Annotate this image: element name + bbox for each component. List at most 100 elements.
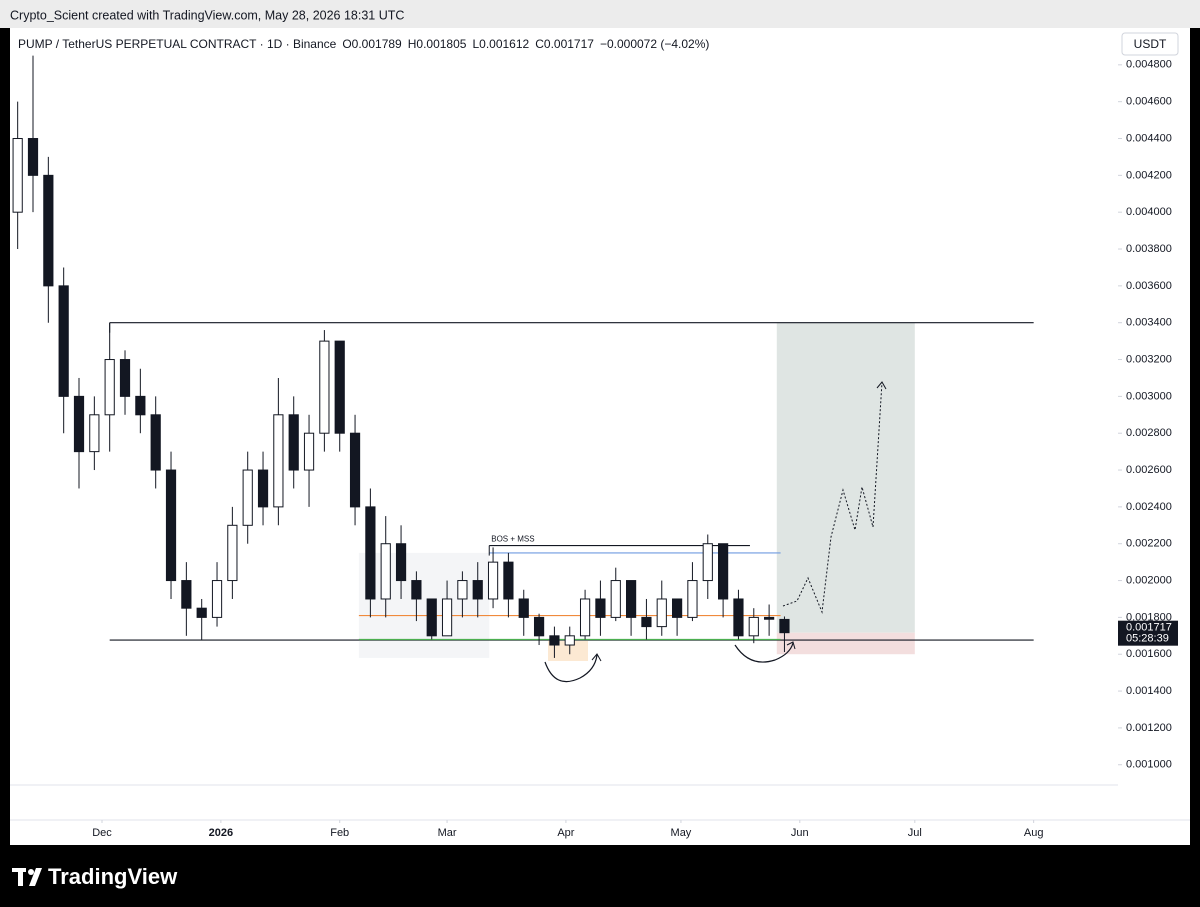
chart-panel <box>10 28 1190 845</box>
candle-body <box>303 432 315 471</box>
candle-body <box>733 598 744 637</box>
candle-body <box>641 616 652 628</box>
y-tick-label: 0.004000 <box>1126 206 1172 218</box>
attribution: Crypto_Scient created with TradingView.c… <box>10 8 404 22</box>
y-tick-label: 0.003600 <box>1126 280 1172 292</box>
currency-box[interactable] <box>1121 32 1179 56</box>
candle-body <box>625 580 637 618</box>
y-tick-label: 0.001600 <box>1126 648 1172 660</box>
volume-profile-shade <box>358 552 490 658</box>
annotation: BOS + MSS <box>491 535 534 544</box>
x-tick-label: Feb <box>330 827 349 839</box>
target-zone <box>776 322 915 633</box>
y-tick-label: 0.004800 <box>1126 59 1172 71</box>
candle-body <box>487 561 499 600</box>
candle-body <box>334 340 345 434</box>
candle-body <box>503 561 514 600</box>
candle-body <box>365 506 376 600</box>
countdown: 05:28:39 <box>1126 633 1169 645</box>
candle-body <box>73 395 85 453</box>
y-tick-label: 0.002200 <box>1126 538 1172 550</box>
y-tick-label: 0.001800 <box>1126 611 1172 623</box>
top-bar <box>0 0 1200 28</box>
brand-logo <box>12 868 42 886</box>
candle-body <box>533 616 545 637</box>
y-tick-label: 0.004200 <box>1126 169 1172 181</box>
projection-arrowhead <box>876 381 887 390</box>
candle-body <box>579 598 591 637</box>
candle-body <box>718 543 729 600</box>
candle-body <box>748 616 759 637</box>
x-tick-label: Jul <box>908 827 922 839</box>
candle-body <box>119 359 131 397</box>
y-tick-label: 0.003000 <box>1126 390 1172 402</box>
candle-body <box>273 414 284 508</box>
candle-body <box>472 580 483 600</box>
candle-body <box>564 635 575 646</box>
y-tick-label: 0.001000 <box>1126 759 1172 771</box>
c-label: C <box>535 37 544 51</box>
candle-body <box>257 469 269 508</box>
candle-body <box>395 543 407 582</box>
candle-body <box>319 340 330 434</box>
y-tick-label: 0.004400 <box>1126 132 1172 144</box>
candle-body <box>242 469 253 526</box>
candle-body <box>779 618 790 634</box>
y-tick-label: 0.004600 <box>1126 96 1172 108</box>
y-tick-label: 0.003200 <box>1126 353 1172 365</box>
arrowhead <box>591 653 602 662</box>
footer <box>0 845 1200 907</box>
candle-body <box>595 598 606 618</box>
l-label: L <box>472 37 479 51</box>
candle-body <box>89 414 100 453</box>
candle-body <box>58 285 69 397</box>
x-tick-label: May <box>671 827 692 839</box>
y-tick-label: 0.002000 <box>1126 574 1172 586</box>
candle-body <box>27 138 39 176</box>
candle-body <box>227 524 238 582</box>
candle-body <box>181 580 192 609</box>
candle-body <box>12 138 23 213</box>
y-tick-label: 0.002400 <box>1126 501 1172 513</box>
candle-body <box>380 543 391 600</box>
y-tick-label: 0.001200 <box>1126 722 1172 734</box>
last-price-box <box>1118 620 1178 646</box>
x-tick-label: Dec <box>92 827 112 839</box>
y-tick-label: 0.002800 <box>1126 427 1172 439</box>
candle-body <box>549 635 560 646</box>
y-tick-label: 0.003800 <box>1126 243 1172 255</box>
candle-body <box>457 580 468 600</box>
candle-body <box>518 598 529 618</box>
h-value: 0.001805 <box>416 37 466 51</box>
h-label: H <box>408 37 417 51</box>
c-value: 0.001717 <box>544 37 594 51</box>
candle-body <box>441 598 453 637</box>
candle-body <box>135 395 146 416</box>
candle-body <box>411 580 422 600</box>
o-value: 0.001789 <box>352 37 402 51</box>
highlight-zone <box>548 641 588 661</box>
x-tick-label: 2026 <box>209 827 233 839</box>
x-tick-label: Aug <box>1024 827 1044 839</box>
candle-body <box>764 616 775 620</box>
x-tick-label: Mar <box>438 827 457 839</box>
candle-body <box>150 414 161 471</box>
candle-body <box>349 432 361 508</box>
x-tick-label: Jun <box>791 827 809 839</box>
brand: TradingView <box>48 864 178 889</box>
candle-body <box>687 580 698 618</box>
projection-path <box>782 381 883 614</box>
currency[interactable]: USDT <box>1134 37 1167 51</box>
candle-body <box>104 359 115 416</box>
y-tick-label: 0.001400 <box>1126 685 1172 697</box>
x-tick-label: Apr <box>557 827 574 839</box>
curved-arrow <box>544 654 598 683</box>
candle-body <box>656 598 667 628</box>
change: −0.000072 (−4.02%) <box>600 37 709 51</box>
last-price: 0.001717 <box>1126 622 1172 634</box>
curved-arrow <box>734 642 794 663</box>
stop-zone <box>776 632 915 655</box>
candle-body <box>671 598 683 618</box>
